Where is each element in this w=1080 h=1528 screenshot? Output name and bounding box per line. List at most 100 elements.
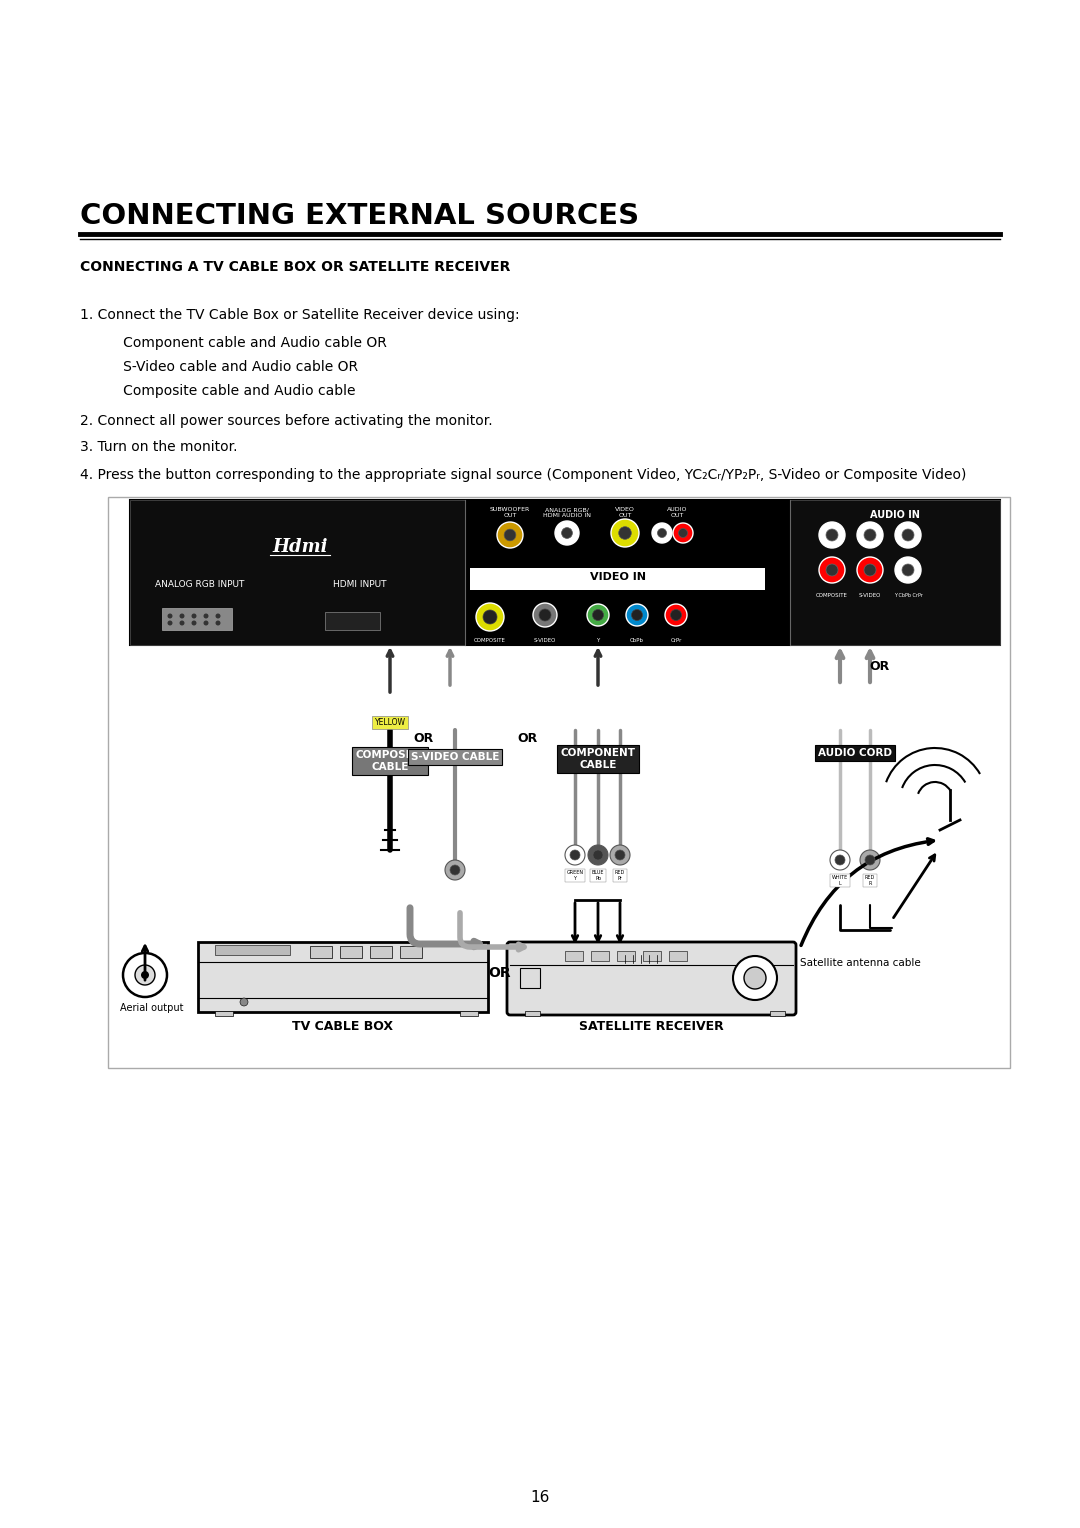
Circle shape	[831, 850, 850, 869]
Bar	[130, 500, 465, 645]
Bar	[617, 950, 635, 961]
Circle shape	[203, 620, 208, 625]
Circle shape	[860, 850, 880, 869]
Text: Composite cable and Audio cable: Composite cable and Audio cable	[110, 384, 355, 397]
Text: CrPr: CrPr	[671, 639, 681, 643]
Text: 16: 16	[530, 1490, 550, 1505]
Text: ANALOG RGB INPUT: ANALOG RGB INPUT	[156, 581, 245, 588]
Text: OR: OR	[413, 732, 433, 746]
Circle shape	[671, 610, 681, 620]
Circle shape	[744, 967, 766, 989]
Circle shape	[191, 614, 197, 619]
Circle shape	[555, 521, 579, 545]
Circle shape	[593, 850, 603, 860]
Circle shape	[562, 527, 572, 538]
Circle shape	[141, 970, 149, 979]
Bar	[565, 950, 583, 961]
Text: Y CbPb CrPr: Y CbPb CrPr	[893, 593, 922, 597]
Circle shape	[665, 604, 687, 626]
Circle shape	[626, 604, 648, 626]
Circle shape	[835, 856, 845, 865]
Circle shape	[826, 529, 838, 541]
Circle shape	[610, 845, 630, 865]
Text: Aerial output: Aerial output	[120, 1002, 184, 1013]
Circle shape	[216, 620, 220, 625]
Circle shape	[476, 604, 504, 631]
Text: CONNECTING EXTERNAL SOURCES: CONNECTING EXTERNAL SOURCES	[80, 202, 639, 231]
Text: S-Video cable and Audio cable OR: S-Video cable and Audio cable OR	[110, 361, 359, 374]
Circle shape	[483, 610, 497, 623]
Circle shape	[864, 529, 876, 541]
Circle shape	[611, 520, 639, 547]
Circle shape	[497, 523, 523, 549]
Text: BLUE
Pb: BLUE Pb	[592, 869, 604, 880]
Text: RED
Pr: RED Pr	[615, 869, 625, 880]
Bar	[789, 500, 1000, 645]
Circle shape	[652, 523, 672, 542]
Circle shape	[203, 614, 208, 619]
Bar	[591, 950, 609, 961]
Text: OR: OR	[517, 732, 537, 746]
Bar	[460, 1012, 478, 1016]
Circle shape	[450, 865, 460, 876]
Circle shape	[658, 529, 666, 538]
Text: Satellite antenna cable: Satellite antenna cable	[800, 958, 921, 969]
Text: SUBWOOFER
OUT: SUBWOOFER OUT	[490, 507, 530, 518]
Circle shape	[588, 604, 609, 626]
Bar	[215, 1012, 233, 1016]
Text: 2. Connect all power sources before activating the monitor.: 2. Connect all power sources before acti…	[80, 414, 492, 428]
Text: AUDIO IN: AUDIO IN	[870, 510, 920, 520]
Text: WHITE
L: WHITE L	[832, 876, 848, 886]
Text: TV CABLE BOX: TV CABLE BOX	[293, 1021, 393, 1033]
Bar	[525, 1012, 540, 1016]
Circle shape	[902, 564, 914, 576]
Text: CONNECTING A TV CABLE BOX OR SATELLITE RECEIVER: CONNECTING A TV CABLE BOX OR SATELLITE R…	[80, 260, 511, 274]
Circle shape	[570, 850, 580, 860]
Circle shape	[504, 529, 516, 541]
Text: S-VIDEO: S-VIDEO	[859, 593, 881, 597]
Bar	[470, 568, 765, 590]
Bar	[108, 497, 1010, 1068]
Text: Y: Y	[596, 639, 599, 643]
Circle shape	[895, 523, 921, 549]
Text: VIDEO IN: VIDEO IN	[590, 571, 646, 582]
Bar	[162, 608, 232, 630]
Circle shape	[539, 610, 551, 620]
Circle shape	[167, 620, 173, 625]
Circle shape	[191, 620, 197, 625]
Bar	[370, 946, 392, 958]
Text: S-VIDEO CABLE: S-VIDEO CABLE	[410, 752, 499, 762]
Text: ANALOG RGB/
HDMI AUDIO IN: ANALOG RGB/ HDMI AUDIO IN	[543, 507, 591, 518]
Bar	[198, 941, 488, 1012]
Circle shape	[632, 610, 643, 620]
Bar	[400, 946, 422, 958]
Text: OR: OR	[869, 660, 890, 672]
Circle shape	[733, 957, 777, 999]
Circle shape	[240, 998, 248, 1005]
Bar	[215, 944, 291, 955]
Text: 4. Press the button corresponding to the appropriate signal source (Component Vi: 4. Press the button corresponding to the…	[80, 468, 967, 481]
Circle shape	[135, 966, 156, 986]
Circle shape	[445, 860, 465, 880]
Text: COMPOSITE: COMPOSITE	[474, 639, 505, 643]
Text: GREEN
Y: GREEN Y	[566, 869, 583, 880]
Bar	[770, 1012, 785, 1016]
Text: COMPOSITE: COMPOSITE	[816, 593, 848, 597]
Circle shape	[902, 529, 914, 541]
Circle shape	[895, 558, 921, 584]
Circle shape	[534, 604, 557, 626]
Text: Component cable and Audio cable OR: Component cable and Audio cable OR	[110, 336, 387, 350]
Circle shape	[678, 529, 688, 538]
Bar	[325, 613, 380, 630]
Circle shape	[565, 845, 585, 865]
Text: COMPOSITE
CABLE: COMPOSITE CABLE	[355, 750, 424, 772]
Text: AUDIO CORD: AUDIO CORD	[818, 749, 892, 758]
Circle shape	[615, 850, 625, 860]
Text: AUDIO
OUT: AUDIO OUT	[666, 507, 687, 518]
Circle shape	[593, 610, 604, 620]
Bar	[643, 950, 661, 961]
Circle shape	[588, 845, 608, 865]
Text: Hdmi: Hdmi	[272, 538, 327, 556]
Text: SATELLITE RECEIVER: SATELLITE RECEIVER	[579, 1021, 724, 1033]
Text: 1. Connect the TV Cable Box or Satellite Receiver device using:: 1. Connect the TV Cable Box or Satellite…	[80, 309, 519, 322]
